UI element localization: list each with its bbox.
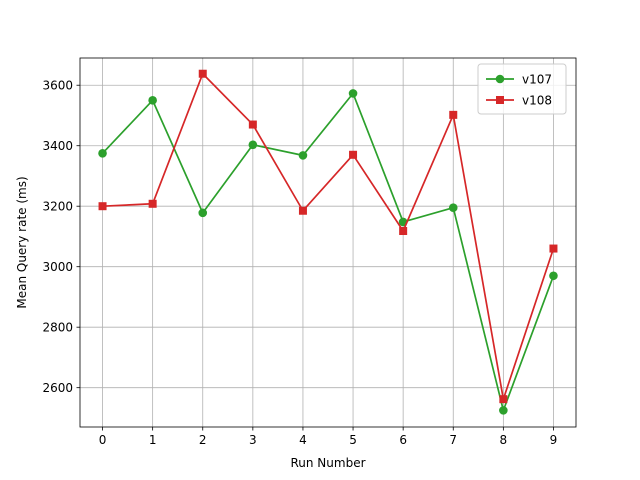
x-tick-label: 5	[349, 433, 357, 447]
x-tick-label: 7	[449, 433, 457, 447]
x-tick-label: 3	[249, 433, 257, 447]
y-axis-ticks: 2600 2800 3000 3200 3400 3600	[42, 79, 80, 395]
data-point-v107	[499, 406, 508, 415]
legend-label: v108	[522, 93, 552, 107]
data-point-v108	[198, 69, 207, 78]
y-tick-label: 3000	[42, 260, 73, 274]
series-line-v108	[102, 72, 555, 401]
x-tick-label: 6	[399, 433, 407, 447]
y-tick-label: 3400	[42, 139, 73, 153]
data-point-v108	[499, 395, 508, 404]
data-point-v107	[348, 89, 358, 98]
data-point-v107	[248, 140, 258, 150]
legend-entry-v108: v108	[486, 93, 552, 107]
series-v107	[98, 89, 558, 415]
y-tick-label: 3600	[42, 79, 73, 93]
data-point-v108	[248, 120, 257, 129]
legend-marker	[495, 74, 505, 84]
x-tick-label: 1	[149, 433, 157, 447]
data-point-v108	[449, 110, 458, 119]
data-point-v108	[549, 244, 558, 253]
y-tick-label: 3200	[42, 200, 73, 214]
data-point-v107	[98, 148, 107, 158]
series-layer	[98, 69, 558, 415]
legend-marker	[496, 96, 504, 104]
y-tick-label: 2600	[42, 381, 73, 395]
data-point-v107	[148, 96, 157, 105]
data-point-v108	[349, 150, 358, 159]
legend-entry-v107: v107	[486, 72, 552, 86]
data-point-v108	[298, 206, 307, 215]
legend-label: v107	[522, 72, 552, 86]
x-axis-label: Run Number	[290, 456, 365, 470]
data-point-v108	[399, 227, 408, 236]
x-tick-label: 8	[500, 433, 508, 447]
data-point-v108	[98, 202, 107, 211]
y-tick-label: 2800	[42, 320, 73, 334]
x-tick-label: 4	[299, 433, 307, 447]
series-line-v107	[101, 92, 555, 412]
x-tick-label: 0	[99, 433, 107, 447]
series-v108	[98, 69, 558, 404]
y-axis-label: Mean Query rate (ms)	[15, 176, 29, 308]
data-point-v107	[198, 208, 208, 218]
data-point-v108	[148, 199, 157, 208]
data-point-v107	[298, 151, 308, 160]
x-tick-label: 2	[199, 433, 207, 447]
legend: v107 v108	[477, 63, 567, 115]
x-axis-ticks: 0 1 2 3 4 5 6 7 8 9	[99, 427, 558, 447]
x-tick-label: 9	[550, 433, 558, 447]
plot-frame	[79, 57, 577, 428]
data-point-v107	[549, 271, 558, 281]
data-point-v107	[448, 203, 458, 213]
